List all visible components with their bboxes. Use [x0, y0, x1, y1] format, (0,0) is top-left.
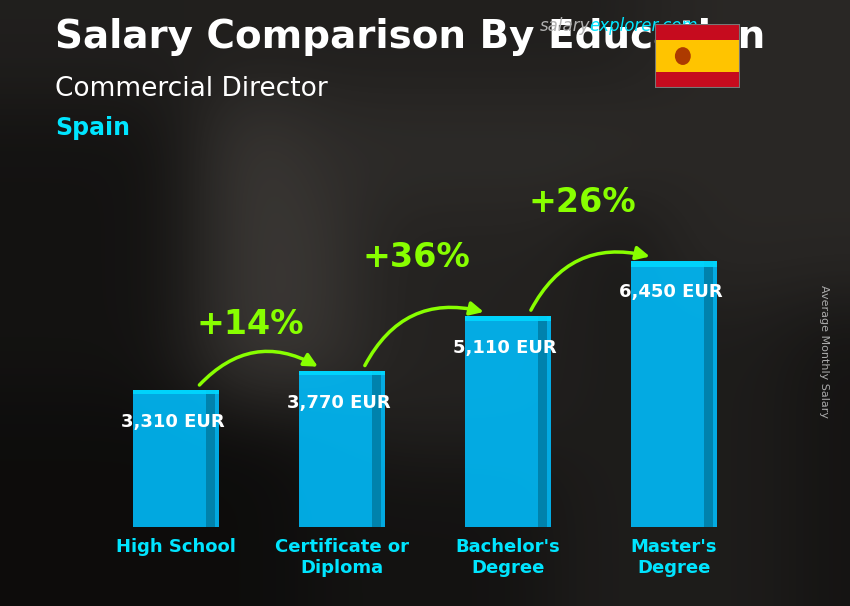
Bar [133, 390, 219, 394]
Text: 3,310 EUR: 3,310 EUR [121, 413, 224, 431]
Text: Spain: Spain [55, 116, 130, 141]
Bar [207, 390, 215, 527]
Text: salary: salary [540, 17, 590, 35]
Bar [133, 390, 219, 527]
Text: Salary Comparison By Education: Salary Comparison By Education [55, 18, 766, 56]
Text: Commercial Director: Commercial Director [55, 76, 328, 102]
Text: 6,450 EUR: 6,450 EUR [619, 283, 722, 301]
Text: +14%: +14% [197, 308, 304, 341]
Circle shape [675, 47, 691, 65]
Text: +36%: +36% [363, 241, 471, 275]
Bar [631, 261, 717, 267]
Bar [631, 261, 717, 527]
Text: +26%: +26% [529, 186, 637, 219]
Bar [299, 371, 385, 375]
Bar [465, 316, 551, 527]
Bar [372, 371, 381, 527]
Bar [299, 371, 385, 527]
Text: explorer.com: explorer.com [589, 17, 698, 35]
Bar [705, 261, 713, 527]
Text: 3,770 EUR: 3,770 EUR [286, 394, 390, 412]
Text: 5,110 EUR: 5,110 EUR [453, 339, 557, 357]
Bar [465, 316, 551, 321]
Bar [654, 40, 740, 72]
Bar [538, 316, 547, 527]
Text: Average Monthly Salary: Average Monthly Salary [819, 285, 829, 418]
